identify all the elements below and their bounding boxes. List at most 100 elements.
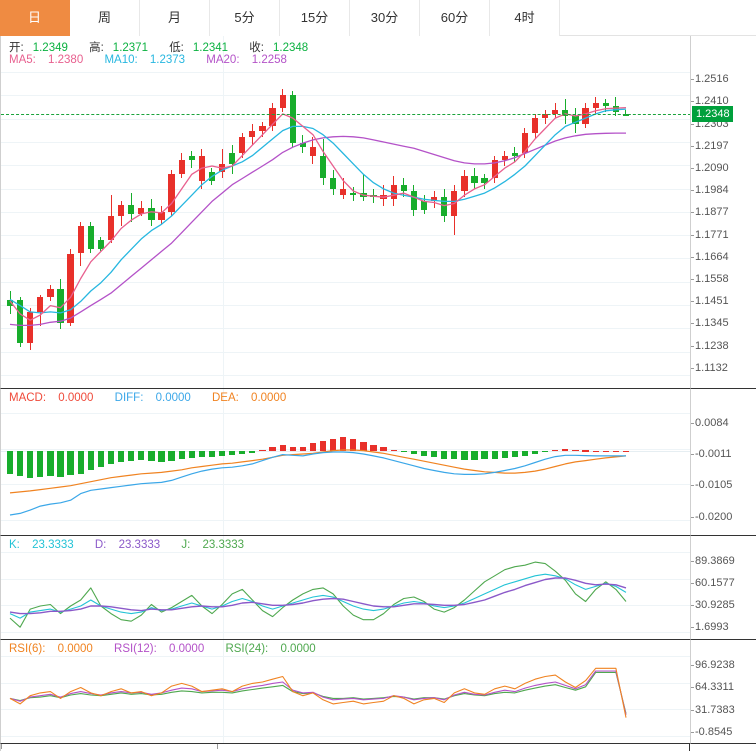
rsi-axis[interactable]: 96.9238 64.3311 31.7383 -0.8545 (690, 640, 756, 744)
macd-axis[interactable]: 0.0084 -0.0011 -0.0105 -0.0200 (690, 389, 756, 536)
kdj-axis-tick: 89.3869 (691, 555, 735, 568)
candle-body (592, 103, 599, 108)
macd-bar (562, 449, 569, 451)
candle-body (97, 239, 105, 250)
gridline (1, 72, 690, 73)
tab-15min[interactable]: 15分 (280, 0, 350, 36)
macd-bar (218, 450, 226, 456)
rsi24-line (9, 671, 627, 714)
price-axis-tick: 1.1877 (691, 206, 729, 219)
gridline (1, 484, 690, 485)
gridline (1, 709, 690, 710)
gridline (1, 305, 690, 306)
price-axis-tick: 1.1771 (691, 228, 729, 241)
rsi-axis-tick: 64.3311 (691, 681, 734, 694)
gridline (1, 165, 690, 166)
month-separator (223, 536, 224, 639)
macd-axis-tick: 0.0084 (691, 416, 729, 429)
macd-bar (461, 450, 468, 460)
candle-body (229, 153, 236, 164)
candle-body (148, 207, 155, 221)
kdj-j-line (9, 561, 627, 628)
candle-body (602, 103, 609, 106)
tab-30min[interactable]: 30分 (350, 0, 420, 36)
macd-bar (622, 450, 630, 453)
current-price-line (1, 114, 690, 115)
macd-panel[interactable]: MACD: 0.0000 DIFF: 0.0000 DEA: 0.0000 (0, 389, 690, 536)
macd-bar (430, 450, 438, 458)
macd-bar (390, 449, 397, 452)
macd-bar (360, 442, 367, 451)
candle-body (17, 300, 24, 344)
candle-body (622, 114, 630, 117)
candle-body (501, 155, 508, 160)
candle-body (542, 113, 549, 119)
macd-axis-tick: -0.0200 (690, 510, 733, 523)
macd-bar (178, 450, 185, 460)
macd-bar (279, 445, 286, 451)
macd-axis-tick: -0.0011 (691, 448, 732, 461)
candle-wick (362, 174, 364, 202)
macd-bar (138, 450, 145, 460)
candle-body (158, 211, 165, 221)
tab-5min[interactable]: 5分 (210, 0, 280, 36)
date-axis[interactable]: 月 12月 (0, 744, 756, 751)
candle-body (511, 153, 518, 156)
candle-body (128, 204, 135, 214)
candle-body (582, 107, 589, 125)
tab-4hour[interactable]: 4时 (490, 0, 560, 36)
price-axis-tick: 1.2090 (691, 162, 729, 175)
gridline (1, 736, 690, 737)
candle-body (107, 215, 115, 240)
price-axis-tick: 1.1984 (691, 184, 729, 197)
macd-bar (188, 450, 195, 458)
gridline (1, 95, 690, 96)
macd-bar (27, 450, 34, 478)
macd-bar (521, 450, 529, 456)
kdj-axis-tick: 30.9285 (691, 599, 735, 612)
month-separator (223, 36, 224, 388)
candle-body (269, 107, 276, 127)
tab-60min[interactable]: 60分 (420, 0, 490, 36)
kdj-axis[interactable]: 89.3869 60.1577 30.9285 1.6993 (690, 536, 756, 640)
tab-month[interactable]: 月 (140, 0, 210, 36)
macd-bar (77, 450, 84, 474)
tab-week[interactable]: 周 (70, 0, 140, 36)
macd-signal-lines (9, 449, 627, 516)
kdj-k-line (9, 573, 627, 619)
macd-bar (330, 438, 337, 451)
rsi-panel[interactable]: RSI(6): 0.0000 RSI(12): 0.0000 RSI(24): … (0, 640, 690, 744)
macd-bar (380, 447, 387, 451)
kdj-panel[interactable]: K: 23.3333 D: 23.3333 J: 23.3333 (0, 536, 690, 640)
candle-body (47, 288, 54, 298)
candle-body (531, 118, 539, 133)
rsi-axis-tick: 96.9238 (691, 658, 735, 671)
candle-body (572, 115, 579, 125)
macd-bar (57, 450, 64, 478)
price-axis-tick: 1.2516 (691, 73, 729, 86)
period-tab-bar: 日 周 月 5分 15分 30分 60分 4时 (0, 0, 756, 36)
gridline (1, 656, 690, 657)
current-price-badge: 1.2348 (692, 106, 733, 123)
gridline (1, 520, 690, 521)
candle-body (430, 197, 438, 202)
price-axis-tick: 1.1238 (691, 339, 729, 352)
price-axis-tick: 1.1664 (691, 250, 729, 263)
macd-bar (602, 450, 609, 453)
macd-bar (592, 450, 599, 453)
gridline (1, 632, 690, 633)
candle-body (87, 226, 94, 250)
macd-bar (17, 450, 24, 477)
price-panel[interactable]: 开: 1.2349 高: 1.2371 低: 1.2341 收: 1.2348 MA5:… (0, 36, 690, 389)
candle-body (259, 126, 266, 131)
macd-bar (208, 450, 216, 457)
macd-bar (552, 449, 559, 452)
candle-body (471, 176, 478, 183)
tab-day[interactable]: 日 (0, 0, 70, 36)
macd-bar (471, 450, 478, 460)
price-axis-tick: 1.1558 (691, 272, 729, 285)
candle-body (481, 178, 488, 183)
gridline (1, 683, 690, 684)
macd-bar (249, 450, 256, 453)
price-axis[interactable]: 1.2516 1.2410 1.2303 1.2197 1.2090 1.1984 1.18… (690, 36, 756, 389)
